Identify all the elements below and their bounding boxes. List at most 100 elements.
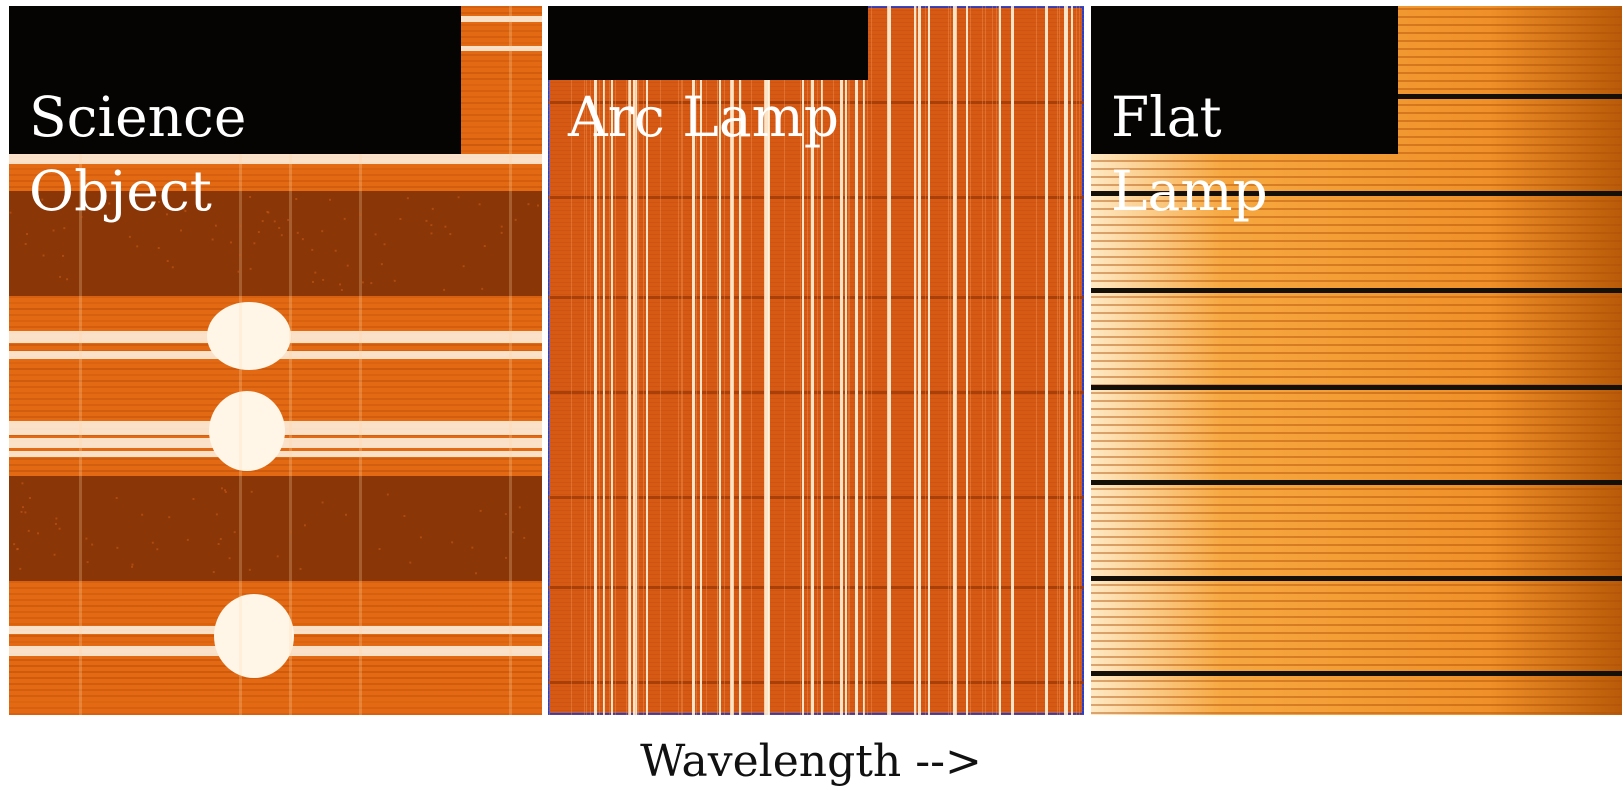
- science-band-stripe: [9, 695, 542, 697]
- arc-fiber-row: [548, 538, 1084, 539]
- arc-fiber-row: [548, 610, 1084, 611]
- arc-fiber-row: [548, 502, 1084, 503]
- arc-emission-line: [594, 6, 597, 715]
- arc-emission-line: [764, 6, 769, 715]
- science-noise: [20, 510, 23, 513]
- science-noise: [166, 260, 169, 263]
- flat-fiber-gap: [1091, 560, 1622, 562]
- arc-fiber-row: [548, 506, 1084, 507]
- science-band-stripe: [9, 302, 542, 304]
- arc-fiber-row: [548, 438, 1084, 439]
- arc-faint-line: [1079, 6, 1080, 715]
- arc-emission-line: [719, 6, 721, 715]
- arc-fiber-row: [548, 206, 1084, 207]
- arc-faint-line: [849, 6, 850, 715]
- arc-fiber-row: [548, 650, 1084, 651]
- arc-fiber-row: [548, 458, 1084, 459]
- arc-faint-line: [660, 6, 661, 715]
- arc-fiber-row: [548, 170, 1084, 171]
- arc-emission-line: [1071, 6, 1073, 715]
- arc-fiber-row: [548, 82, 1084, 83]
- arc-fiber-row: [548, 606, 1084, 607]
- science-noise: [230, 241, 233, 244]
- science-noise: [16, 547, 19, 550]
- arc-fiber-row: [548, 350, 1084, 351]
- arc-faint-line: [609, 6, 610, 715]
- science-noise: [406, 197, 409, 200]
- arc-emission-line: [966, 6, 968, 715]
- arc-fiber-row: [548, 286, 1084, 287]
- flat-fiber-gap: [1091, 320, 1622, 322]
- flat-separator: [1091, 288, 1622, 293]
- science-noise: [380, 263, 383, 266]
- arc-fiber-row: [548, 474, 1084, 475]
- arc-faint-line: [916, 6, 917, 715]
- arc-fiber-row: [548, 394, 1084, 395]
- arc-fiber-row: [548, 554, 1084, 555]
- arc-fiber-row: [548, 566, 1084, 567]
- arc-fiber-row: [548, 386, 1084, 387]
- science-noise: [239, 224, 242, 227]
- arc-fiber-row: [548, 270, 1084, 271]
- flat-fiber-gap: [1091, 312, 1622, 314]
- flat-fiber-gap: [1091, 296, 1622, 298]
- arc-fiber-row: [548, 194, 1084, 195]
- arc-fiber-row: [548, 514, 1084, 515]
- arc-emission-line: [855, 6, 858, 715]
- arc-faint-line: [549, 6, 550, 715]
- science-noise: [157, 246, 160, 249]
- science-noise: [55, 517, 58, 520]
- arc-fiber-row: [548, 534, 1084, 535]
- flat-fiber-gap: [1091, 248, 1622, 250]
- arc-fiber-row: [548, 666, 1084, 667]
- science-noise: [53, 553, 56, 556]
- science-noise: [504, 513, 507, 516]
- arc-fiber-row: [548, 250, 1084, 251]
- arc-fiber-row: [548, 370, 1084, 371]
- arc-faint-line: [871, 6, 872, 715]
- science-noise: [444, 225, 447, 228]
- science-noise: [289, 531, 292, 534]
- science-noise: [314, 271, 317, 274]
- arc-fiber-row: [548, 714, 1084, 715]
- science-band-stripe: [9, 380, 542, 382]
- arc-fiber-row: [548, 366, 1084, 367]
- arc-fiber-row: [548, 546, 1084, 547]
- arc-emission-line: [887, 6, 891, 715]
- arc-fiber-row: [548, 570, 1084, 571]
- arc-faint-line: [956, 6, 957, 715]
- arc-faint-line: [706, 6, 707, 715]
- arc-fiber-row: [548, 278, 1084, 279]
- arc-faint-line: [817, 6, 818, 715]
- science-noise: [280, 234, 283, 237]
- arc-fiber-row: [548, 658, 1084, 659]
- science-noise: [527, 203, 530, 206]
- science-noise: [28, 497, 31, 500]
- flat-fiber-gap: [1091, 168, 1622, 170]
- flat-fiber-gap: [1091, 376, 1622, 378]
- arc-fiber-row: [548, 670, 1084, 671]
- arc-fiber-row: [548, 138, 1084, 139]
- science-noise: [19, 567, 22, 570]
- flat-separator: [1091, 671, 1622, 676]
- arc-faint-line: [822, 6, 823, 715]
- arc-fiber-row: [548, 430, 1084, 431]
- arc-fiber-row: [548, 318, 1084, 319]
- arc-fiber-row: [548, 646, 1084, 647]
- arc-fiber-row: [548, 178, 1084, 179]
- flat-fiber-gap: [1091, 160, 1622, 162]
- arc-fiber-row: [548, 486, 1084, 487]
- science-bright-blob: [214, 594, 294, 678]
- arc-fiber-row: [548, 166, 1084, 167]
- arc-faint-line: [717, 6, 718, 715]
- science-noise: [471, 546, 474, 549]
- science-noise: [322, 278, 325, 281]
- arc-fiber-row: [548, 406, 1084, 407]
- science-noise: [403, 514, 406, 517]
- arc-fiber-row: [548, 462, 1084, 463]
- arc-fiber-row: [548, 210, 1084, 211]
- science-noise: [116, 546, 119, 549]
- arc-fiber-row: [548, 354, 1084, 355]
- science-noise: [311, 248, 314, 251]
- science-noise: [128, 235, 131, 238]
